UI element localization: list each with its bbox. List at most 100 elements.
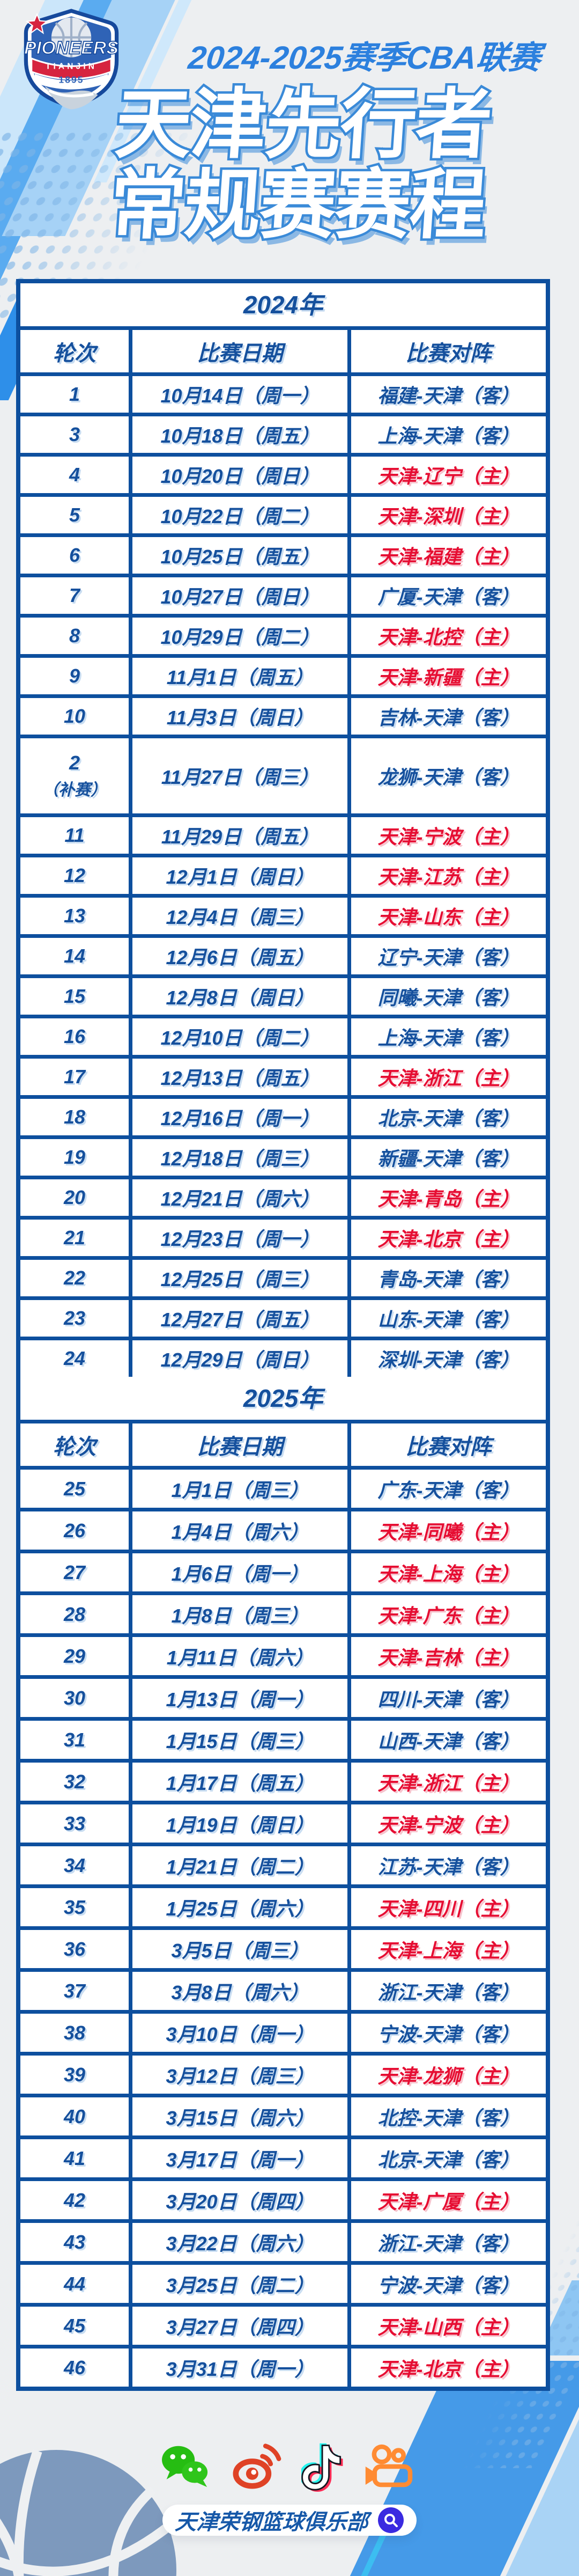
date-cell: 1月17日（周五） [129,1763,347,1801]
match-cell: 天津-北京（主） [347,1220,546,1256]
date-cell: 10月20日（周日） [129,457,347,493]
match-cell: 天津-山东（主） [347,898,546,934]
round-cell: 28 [63,1603,86,1625]
date-cell: 1月25日（周六） [129,1888,347,1926]
round-cell: 25 [63,1477,86,1500]
date-cell: 1月1日（周三） [129,1470,347,1508]
match-cell: 同曦-天津（客） [347,978,546,1015]
date-cell: 3月12日（周三） [129,2056,347,2094]
table-row: 13 12月4日（周三） 天津-山东（主） [20,894,546,934]
logo-city-name: TIANJIN [46,62,97,71]
table-row: 40 3月15日（周六） 北控-天津（客） [20,2094,546,2135]
match-cell: 天津-青岛（主） [347,1179,546,1216]
date-cell: 10月18日（周五） [129,416,347,453]
match-cell: 天津-北京（主） [347,2349,546,2387]
date-cell: 3月22日（周六） [129,2223,347,2261]
date-cell: 10月14日（周一） [129,376,347,413]
match-cell: 天津-广厦（主） [347,2181,546,2219]
douyin-icon[interactable] [301,2440,345,2492]
round-cell: 8 [69,625,80,647]
table-row: 3 10月18日（周五） 上海-天津（客） [20,413,546,453]
date-cell: 1月8日（周三） [129,1595,347,1633]
table-row: 43 3月22日（周六） 浙江-天津（客） [20,2219,546,2261]
table-row: 22 12月25日（周三） 青岛-天津（客） [20,1256,546,1296]
wechat-icon[interactable] [160,2443,211,2489]
column-header: 比赛日期 [129,1423,347,1466]
column-header: 比赛对阵 [347,330,546,372]
weibo-icon[interactable] [229,2443,283,2489]
match-cell: 广东-天津（客） [347,1470,546,1508]
date-cell: 3月5日（周三） [129,1930,347,1968]
table-row: 39 3月12日（周三） 天津-龙狮（主） [20,2052,546,2094]
match-cell: 北京-天津（客） [347,1099,546,1135]
table-row: 24 12月29日（周日） 深圳-天津（客） [20,1337,546,1377]
round-cell: 33 [63,1812,86,1834]
round-cell: 7 [69,584,80,606]
date-cell: 12月4日（周三） [129,898,347,934]
match-cell: 浙江-天津（客） [347,2223,546,2261]
table-row: 17 12月13日（周五） 天津-浙江（主） [20,1055,546,1095]
match-cell: 上海-天津（客） [347,416,546,453]
round-cell: 19 [63,1146,86,1168]
date-cell: 12月21日（周六） [129,1179,347,1216]
date-cell: 3月15日（周六） [129,2097,347,2135]
round-cell: 5 [69,504,80,526]
pioneers-logo: PIONEERS TIANJIN 1895 [24,9,119,109]
round-cell: 24 [63,1347,86,1369]
date-cell: 11月27日（周三） [129,738,347,813]
table-row: 38 3月10日（周一） 宁波-天津（客） [20,2010,546,2052]
round-cell: 43 [63,2230,86,2253]
round-cell: 22 [63,1267,86,1289]
table-row: 16 12月10日（周二） 上海-天津（客） [20,1015,546,1055]
round-cell: 2 （补赛） [42,752,107,799]
club-search-pill[interactable]: 天津荣钢篮球俱乐部 [162,2505,417,2536]
match-cell: 天津-四川（主） [347,1888,546,1926]
match-cell: 天津-福建（主） [347,537,546,574]
title-line-2: 常规赛赛程 [105,160,491,251]
match-cell: 天津-江苏（主） [347,857,546,894]
date-cell: 12月18日（周三） [129,1139,347,1176]
date-cell: 12月27日（周五） [129,1300,347,1337]
match-cell: 福建-天津（客） [347,376,546,413]
column-header: 比赛对阵 [347,1423,546,1466]
date-cell: 3月8日（周六） [129,1972,347,2010]
table-row: 44 3月25日（周二） 宁波-天津（客） [20,2261,546,2303]
match-cell: 青岛-天津（客） [347,1260,546,1296]
date-cell: 1月19日（周日） [129,1804,347,1843]
search-icon [378,2507,404,2533]
round-cell: 41 [63,2147,86,2169]
table-row: 35 1月25日（周六） 天津-四川（主） [20,1884,546,1926]
table-row: 28 1月8日（周三） 天津-广东（主） [20,1591,546,1633]
match-cell: 宁波-天津（客） [347,2014,546,2052]
round-cell: 31 [63,1728,86,1751]
match-cell: 辽宁-天津（客） [347,938,546,974]
match-cell: 天津-上海（主） [347,1553,546,1591]
match-cell: 天津-浙江（主） [347,1763,546,1801]
round-cell: 9 [69,665,80,687]
table-row: 11 11月29日（周五） 天津-宁波（主） [20,813,546,854]
round-cell: 3 [69,423,80,445]
table-row: 12 12月1日（周日） 天津-江苏（主） [20,854,546,894]
table-row: 34 1月21日（周二） 江苏-天津（客） [20,1843,546,1884]
date-cell: 12月10日（周二） [129,1018,347,1055]
round-cell: 12 [63,864,86,886]
match-cell: 天津-宁波（主） [347,817,546,854]
club-name: 天津荣钢篮球俱乐部 [174,2511,369,2534]
logo-star [25,12,49,34]
round-cell: 35 [63,1896,86,1918]
poster-title: 天津先行者 常规赛赛程 [59,80,542,251]
date-cell: 1月15日（周三） [129,1721,347,1759]
logo-team-name: PIONEERS [24,38,118,58]
match-cell: 北京-天津（客） [347,2139,546,2177]
season-heading: 2024-2025赛季CBA联赛 [187,40,543,76]
table-row: 33 1月19日（周日） 天津-宁波（主） [20,1801,546,1843]
round-cell: 32 [63,1770,86,1793]
table-row: 42 3月20日（周四） 天津-广厦（主） [20,2177,546,2219]
match-cell: 天津-上海（主） [347,1930,546,1968]
date-cell: 12月25日（周三） [129,1260,347,1296]
round-cell: 37 [63,1979,86,2002]
round-cell: 6 [69,544,80,566]
kuaishou-icon[interactable] [363,2443,419,2489]
date-cell: 12月1日（周日） [129,857,347,894]
round-cell: 29 [63,1645,86,1667]
